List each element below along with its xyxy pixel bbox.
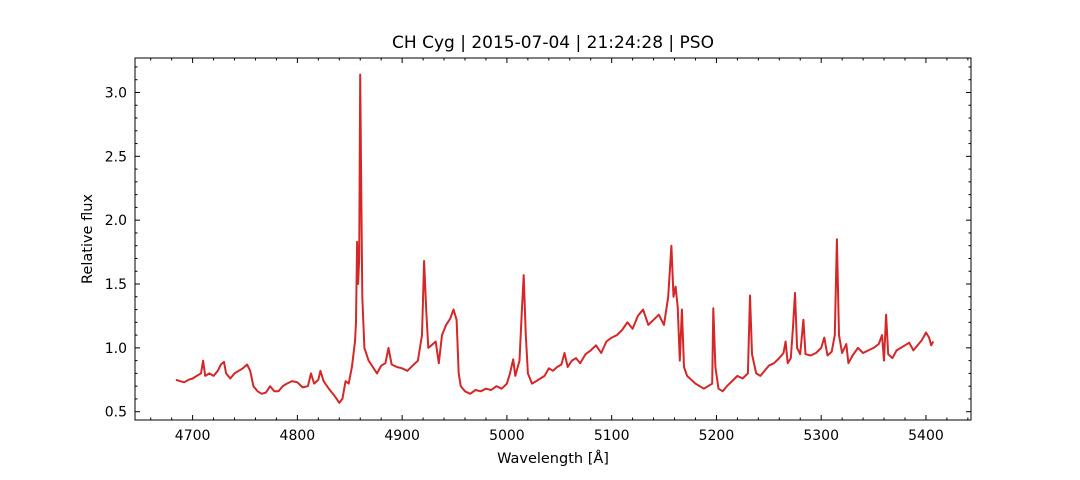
series-line-0 <box>175 73 935 404</box>
chart-title: CH Cyg | 2015-07-04 | 21:24:28 | PSO <box>392 33 714 53</box>
x-tick-label: 5100 <box>594 428 630 444</box>
y-tick-label: 3.0 <box>105 85 127 101</box>
x-tick-label: 5400 <box>908 428 944 444</box>
x-axis-title: Wavelength [Å] <box>497 450 609 467</box>
x-tick-label: 5300 <box>803 428 839 444</box>
x-tick-label: 4800 <box>280 428 316 444</box>
x-tick-label: 4700 <box>175 428 211 444</box>
y-tick-label: 1.5 <box>105 277 127 293</box>
plot-area <box>175 73 935 404</box>
y-axis-title: Relative flux <box>80 194 96 284</box>
y-tick-label: 2.5 <box>105 149 127 165</box>
y-tick-label: 1.0 <box>105 341 127 357</box>
x-tick-label: 4900 <box>384 428 420 444</box>
x-tick-label: 5000 <box>489 428 525 444</box>
y-tick-label: 2.0 <box>105 213 127 229</box>
x-tick-label: 5200 <box>699 428 735 444</box>
axes-frame <box>134 57 972 421</box>
x-axis: 4700 4800 4900 5000 5100 5200 5300 5400 <box>150 58 969 444</box>
y-tick-label: 0.5 <box>105 405 127 421</box>
